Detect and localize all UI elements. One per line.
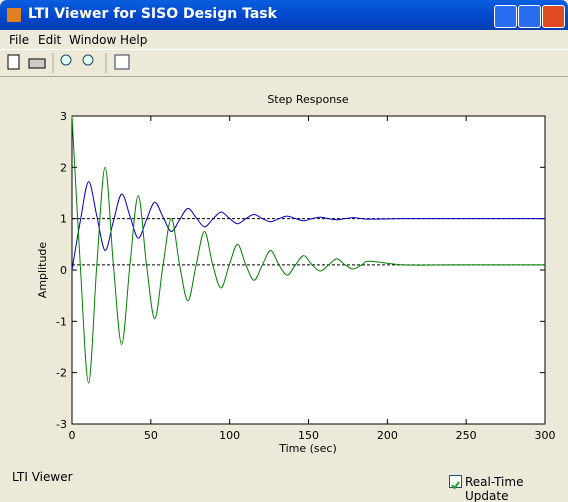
y-tick-label: 3 — [60, 110, 67, 123]
menu-bar: File Edit Window Help — [0, 30, 568, 49]
y-tick-label: 2 — [60, 161, 67, 174]
legend-button[interactable] — [114, 54, 130, 70]
x-tick-label: 300 — [535, 429, 556, 442]
menu-item[interactable]: Help — [120, 33, 148, 47]
x-tick-label: 100 — [219, 429, 240, 442]
app-icon — [7, 8, 21, 22]
y-tick-label: 1 — [60, 213, 67, 226]
print-button[interactable] — [28, 58, 46, 69]
y-tick-label: -2 — [56, 367, 67, 380]
menu-item[interactable]: File — [9, 33, 30, 47]
chart: Step Response Time (sec) Amplitude -3 -2 -… — [36, 93, 556, 455]
toolbar-icons — [7, 53, 130, 73]
chart-title: Step Response — [267, 93, 349, 106]
x-tick-label: 0 — [69, 429, 76, 442]
y-tick-label: -1 — [56, 315, 67, 328]
minimize-button[interactable] — [494, 5, 517, 28]
menu-item[interactable]: Edit — [38, 33, 62, 47]
y-tick-label: -3 — [56, 418, 67, 431]
maximize-button[interactable] — [518, 5, 541, 28]
menu-item[interactable]: Window — [69, 33, 117, 47]
title-bar: LTI Viewer for SISO Design Task — [0, 0, 568, 30]
toolbar — [0, 49, 568, 77]
checkbox-label[interactable]: Real-Time Update — [465, 475, 524, 502]
checkbox[interactable] — [449, 475, 462, 490]
x-tick-label: 50 — [144, 429, 158, 442]
plot-area — [71, 115, 546, 425]
x-tick-label: 200 — [377, 429, 398, 442]
window-title: LTI Viewer for SISO Design Task — [28, 6, 277, 22]
status-text: LTI Viewer — [12, 470, 73, 484]
zoom-in-button[interactable] — [60, 54, 72, 66]
x-axis-label: Time (sec) — [278, 442, 337, 455]
response-line — [71, 115, 545, 384]
close-button[interactable] — [542, 5, 565, 28]
y-axis-label: Amplitude — [36, 242, 49, 299]
x-tick-label: 150 — [298, 429, 319, 442]
check-mark — [451, 481, 460, 490]
new-button[interactable] — [7, 54, 20, 70]
y-tick-label: 0 — [60, 264, 67, 277]
zoom-out-button[interactable] — [82, 54, 94, 66]
response-line — [71, 181, 545, 271]
x-tick-label: 250 — [456, 429, 477, 442]
